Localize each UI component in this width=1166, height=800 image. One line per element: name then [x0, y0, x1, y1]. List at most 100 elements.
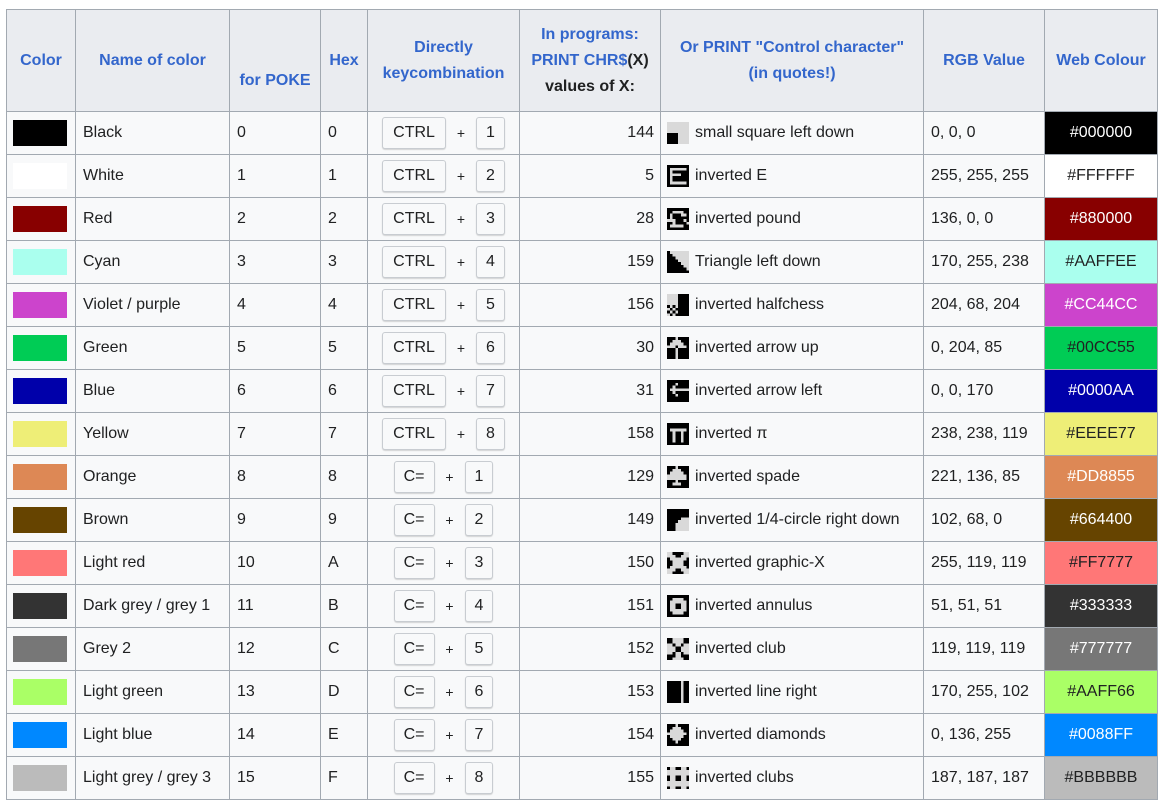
poke-value: 4 — [229, 283, 321, 327]
inverted-pound-icon — [667, 208, 689, 230]
table-row: Brown 9 9 C= +2 149 inverted 1/4-circle right … — [6, 498, 1158, 542]
inverted-graphic-x-icon — [667, 552, 689, 574]
chr-value: 151 — [519, 584, 661, 628]
color-name: Dark grey / grey 1 — [75, 584, 230, 628]
control-character-label: small square left down — [695, 124, 855, 142]
control-character: inverted π — [660, 412, 924, 456]
control-character-label: inverted halfchess — [695, 296, 824, 314]
inverted-arrow-up-icon — [667, 337, 689, 359]
plus-sign: + — [445, 598, 454, 614]
header-web[interactable]: Web Colour — [1044, 9, 1158, 112]
number-key: 7 — [464, 719, 494, 751]
plus-sign: + — [445, 512, 454, 528]
inverted-halfchess-icon — [667, 294, 689, 316]
modifier-key: CTRL — [382, 332, 446, 364]
rgb-value: 0, 0, 0 — [923, 111, 1045, 155]
web-colour: #0088FF — [1044, 713, 1158, 757]
color-swatch — [13, 765, 67, 791]
plus-sign: + — [445, 641, 454, 657]
rgb-value: 255, 119, 119 — [923, 541, 1045, 585]
control-character: inverted pound — [660, 197, 924, 241]
number-key: 7 — [475, 375, 505, 407]
color-swatch — [13, 163, 67, 189]
key-combination: C= +4 — [367, 584, 520, 628]
plus-sign: + — [445, 770, 454, 786]
modifier-key: CTRL — [382, 289, 446, 321]
control-character: inverted line right — [660, 670, 924, 714]
plus-sign: + — [456, 211, 466, 227]
control-character-label: Triangle left down — [695, 253, 821, 271]
inverted-annulus-icon — [667, 595, 689, 617]
color-swatch-cell — [6, 498, 76, 542]
chr-value: 150 — [519, 541, 661, 585]
table-row: Black 0 0 CTRL +1 144 small square left down 0,… — [6, 111, 1158, 155]
web-colour: #000000 — [1044, 111, 1158, 155]
color-name: Cyan — [75, 240, 230, 284]
modifier-key: CTRL — [382, 117, 446, 149]
control-character-label: inverted spade — [695, 468, 800, 486]
key-combination: C= +1 — [367, 455, 520, 499]
header-control[interactable]: Or PRINT "Control character" (in quotes!… — [660, 9, 924, 112]
color-swatch-cell — [6, 369, 76, 413]
modifier-key: C= — [393, 719, 435, 751]
control-character-label: inverted π — [695, 425, 768, 443]
color-swatch — [13, 550, 67, 576]
chr-value: 129 — [519, 455, 661, 499]
control-character: inverted graphic-X — [660, 541, 924, 585]
control-character: inverted clubs — [660, 756, 924, 800]
header-color[interactable]: Color — [6, 9, 76, 112]
chr-value: 28 — [519, 197, 661, 241]
control-character: inverted 1/4-circle right down — [660, 498, 924, 542]
header-keycombo[interactable]: Directly keycombination — [367, 9, 520, 112]
rgb-value: 187, 187, 187 — [923, 756, 1045, 800]
key-combination: CTRL +7 — [367, 369, 520, 413]
table-row: Light blue 14 E C= +7 154 inverted diamonds 0, … — [6, 713, 1158, 757]
rgb-value: 0, 0, 170 — [923, 369, 1045, 413]
number-key: 1 — [475, 117, 505, 149]
control-character: inverted E — [660, 154, 924, 198]
rgb-value: 136, 0, 0 — [923, 197, 1045, 241]
color-swatch-cell — [6, 756, 76, 800]
number-key: 2 — [464, 504, 494, 536]
color-name: Brown — [75, 498, 230, 542]
color-name: Light blue — [75, 713, 230, 757]
control-character: inverted diamonds — [660, 713, 924, 757]
rgb-value: 0, 136, 255 — [923, 713, 1045, 757]
control-character-label: inverted E — [695, 167, 768, 185]
control-character: inverted arrow up — [660, 326, 924, 370]
control-character: inverted halfchess — [660, 283, 924, 327]
header-name[interactable]: Name of color — [75, 9, 230, 112]
color-swatch-cell — [6, 111, 76, 155]
modifier-key: C= — [393, 461, 435, 493]
modifier-key: CTRL — [382, 203, 446, 235]
header-programs[interactable]: In programs: PRINT CHR$(X) values of X: — [519, 9, 661, 112]
color-swatch — [13, 464, 67, 490]
hex-value: 6 — [320, 369, 368, 413]
rgb-value: 221, 136, 85 — [923, 455, 1045, 499]
poke-value: 12 — [229, 627, 321, 671]
header-hex[interactable]: Hex — [320, 9, 368, 112]
poke-value: 2 — [229, 197, 321, 241]
poke-value: 6 — [229, 369, 321, 413]
number-key: 3 — [464, 547, 494, 579]
key-combination: C= +6 — [367, 670, 520, 714]
color-name: Grey 2 — [75, 627, 230, 671]
chr-value: 30 — [519, 326, 661, 370]
header-rgb[interactable]: RGB Value — [923, 9, 1045, 112]
table-row: Light green 13 D C= +6 153 inverted line right… — [6, 670, 1158, 714]
plus-sign: + — [456, 297, 466, 313]
header-poke[interactable]: for POKE — [229, 9, 321, 112]
control-character-label: inverted graphic-X — [695, 554, 825, 572]
number-key: 5 — [475, 289, 505, 321]
key-combination: CTRL +1 — [367, 111, 520, 155]
control-character-label: inverted arrow up — [695, 339, 819, 357]
number-key: 5 — [464, 633, 494, 665]
color-swatch-cell — [6, 283, 76, 327]
modifier-key: C= — [393, 504, 435, 536]
poke-value: 7 — [229, 412, 321, 456]
web-colour: #CC44CC — [1044, 283, 1158, 327]
web-colour: #880000 — [1044, 197, 1158, 241]
web-colour: #BBBBBB — [1044, 756, 1158, 800]
chr-value: 149 — [519, 498, 661, 542]
hex-value: 8 — [320, 455, 368, 499]
